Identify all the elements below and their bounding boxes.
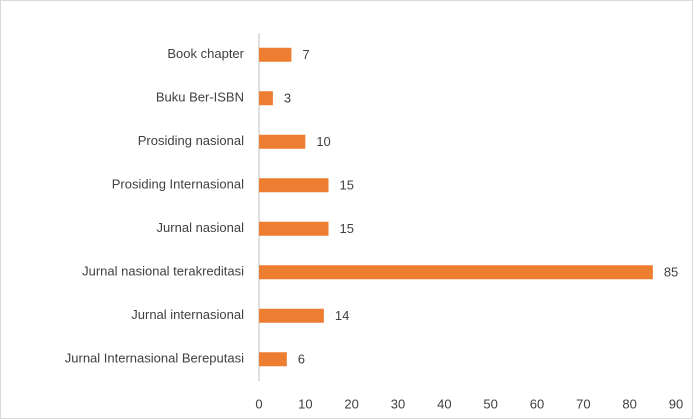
x-tick-label: 70 (576, 396, 590, 411)
x-tick-label: 20 (344, 396, 358, 411)
y-tick-label: Book chapter (167, 46, 244, 61)
y-tick-label: Jurnal nasional terakreditasi (82, 264, 244, 279)
data-label: 6 (298, 352, 305, 367)
data-label: 85 (664, 265, 678, 280)
x-tick-label: 40 (437, 396, 451, 411)
data-label: 7 (302, 47, 309, 62)
bar (259, 178, 329, 193)
y-tick-label: Jurnal internasional (131, 307, 244, 322)
bar (259, 221, 329, 236)
x-tick-label: 80 (622, 396, 636, 411)
y-tick-label: Jurnal Internasional Bereputasi (65, 351, 244, 366)
x-tick-label: 0 (255, 396, 262, 411)
x-tick-label: 30 (391, 396, 405, 411)
y-tick-label: Prosiding Internasional (112, 177, 244, 192)
bar (259, 134, 306, 149)
data-label: 15 (340, 221, 354, 236)
bar (259, 265, 653, 280)
y-tick-label: Jurnal nasional (157, 220, 245, 235)
bar (259, 91, 273, 106)
y-tick-label: Buku Ber-ISBN (156, 90, 244, 105)
x-tick-label: 50 (483, 396, 497, 411)
data-label: 3 (284, 91, 291, 106)
x-tick-label: 90 (669, 396, 683, 411)
bar (259, 47, 292, 62)
data-label: 14 (335, 308, 349, 323)
y-tick-label: Prosiding nasional (138, 133, 244, 148)
x-tick-label: 60 (530, 396, 544, 411)
bar (259, 352, 287, 367)
data-label: 15 (340, 178, 354, 193)
bar (259, 308, 324, 323)
x-tick-label: 10 (298, 396, 312, 411)
data-label: 10 (316, 134, 330, 149)
